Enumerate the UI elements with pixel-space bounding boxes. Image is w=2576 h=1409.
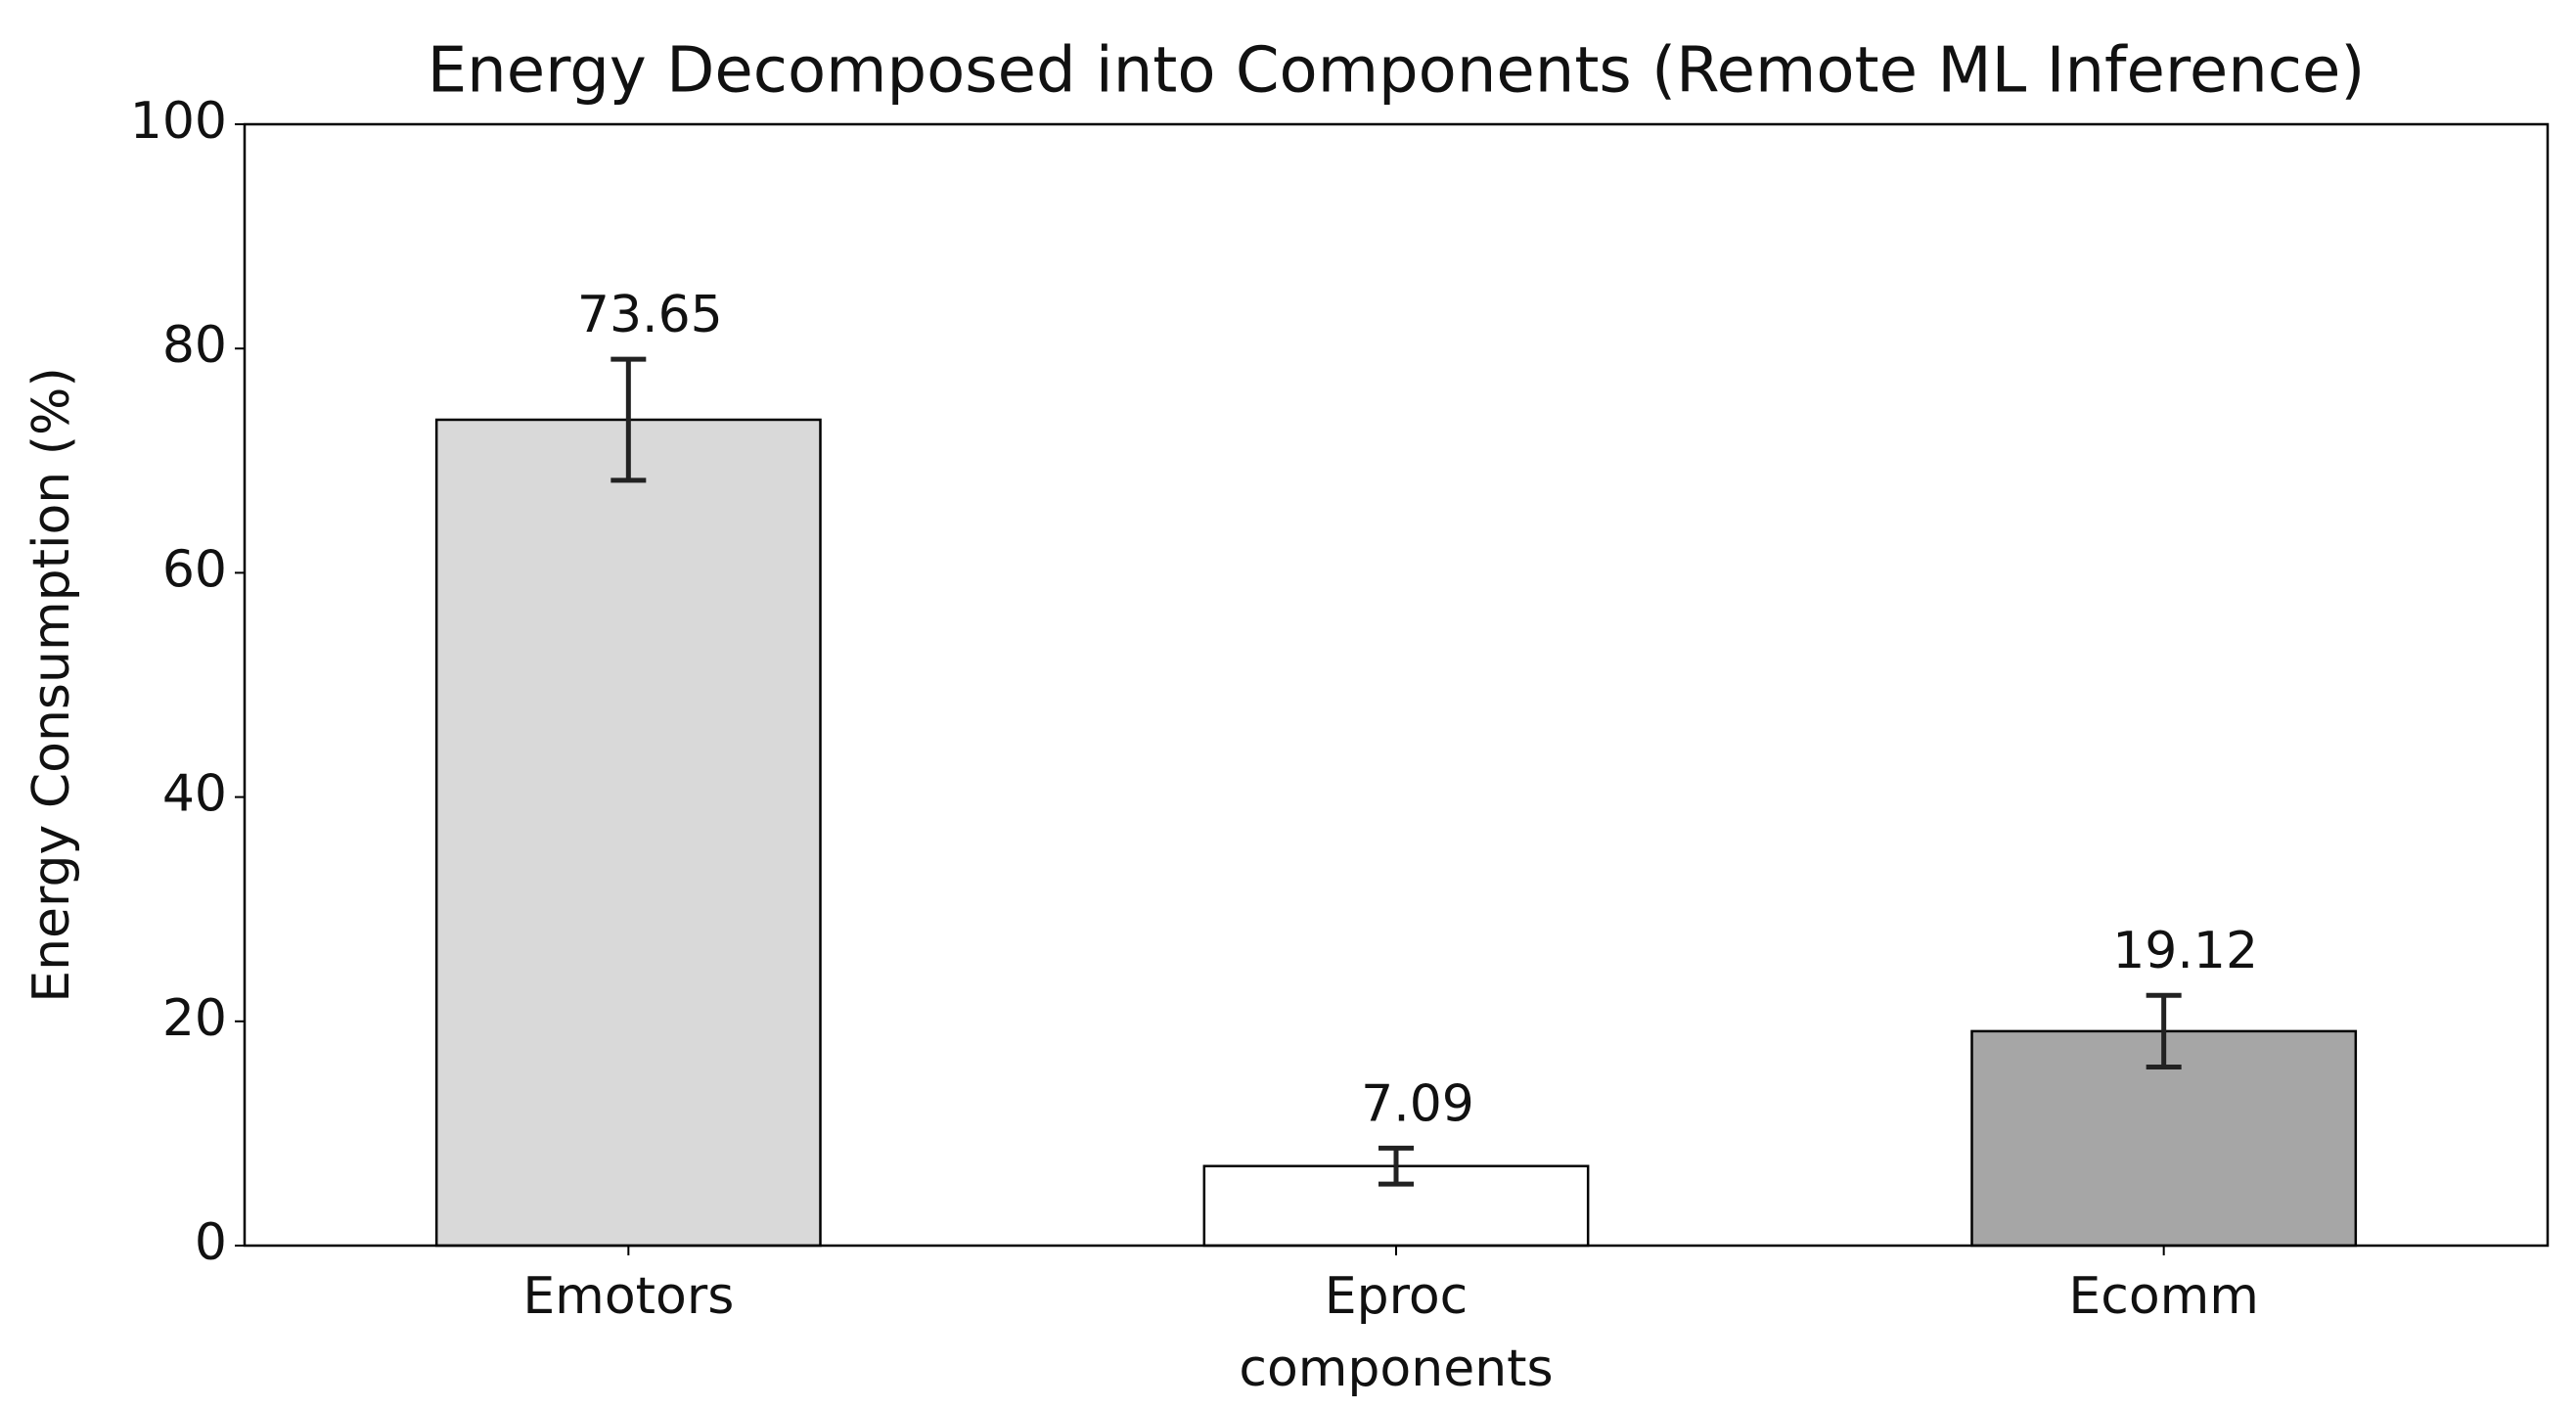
y-tick-label: 20 <box>162 989 227 1048</box>
y-tick-label: 60 <box>162 540 227 599</box>
value-label: 19.12 <box>2112 922 2258 980</box>
x-axis-label: components <box>1239 1340 1553 1398</box>
x-tick-label: Eproc <box>1325 1267 1469 1326</box>
chart-title: Energy Decomposed into Components (Remot… <box>428 35 2366 108</box>
y-tick-label: 0 <box>195 1213 227 1272</box>
error-bar <box>2146 992 2182 1070</box>
x-tick-label: Ecomm <box>2068 1267 2259 1326</box>
bar <box>434 418 822 1248</box>
value-label: 7.09 <box>1361 1074 1474 1133</box>
y-tick-label: 100 <box>130 92 227 151</box>
y-tick-label: 40 <box>162 765 227 824</box>
x-tick-label: Emotors <box>522 1267 734 1326</box>
plot-frame <box>243 122 2550 1248</box>
error-bar <box>1378 1145 1414 1187</box>
error-bar <box>610 356 647 483</box>
y-axis-label: Energy Consumption (%) <box>23 367 81 1003</box>
y-tick-label: 80 <box>162 316 227 375</box>
value-label: 73.65 <box>577 286 723 344</box>
